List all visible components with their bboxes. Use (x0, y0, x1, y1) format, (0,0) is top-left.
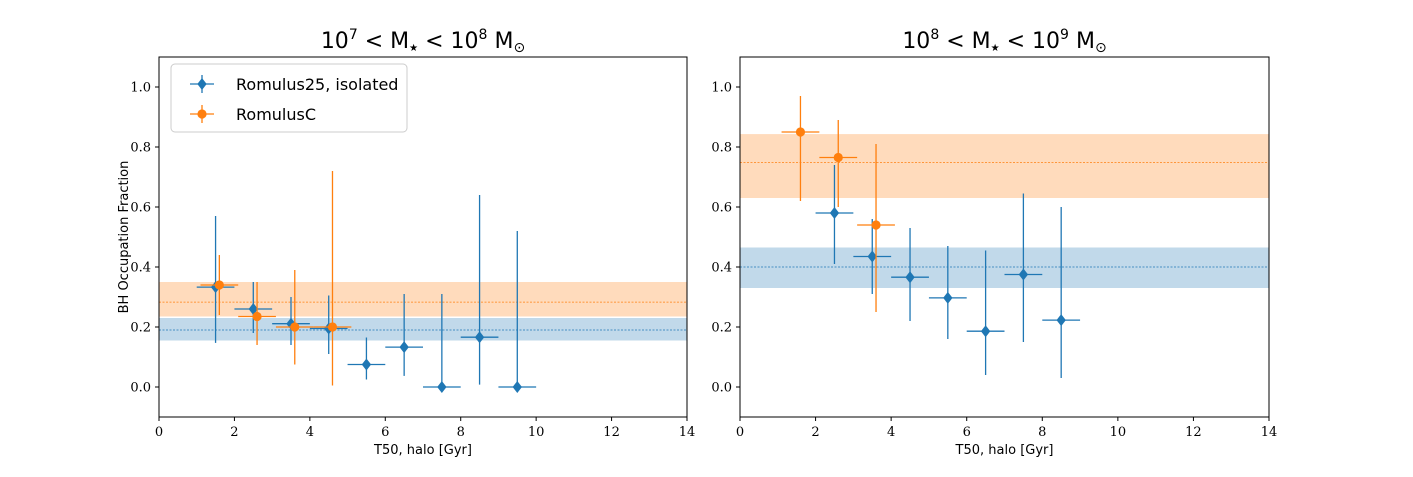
right-panel: 0 2 4 6 8 10 12 14 0.0 0.2 0.4 0.6 0.8 1.0 108 < M★ <… (711, 27, 1277, 458)
clustered-confidence-band (159, 282, 687, 317)
x-tick-label: 12 (1185, 425, 1202, 440)
x-tick-label: 6 (381, 425, 389, 440)
isolated-marker (437, 381, 447, 393)
x-tick-label: 14 (679, 425, 696, 440)
right-plot-frame (739, 56, 1270, 418)
isolated-marker (829, 207, 840, 219)
legend-isolated-marker-icon (190, 75, 214, 93)
legend: Romulus25, isolated RomulusC (170, 63, 408, 133)
isolated-confidence-band (740, 247, 1269, 288)
legend-box (170, 63, 408, 133)
x-tick-label: 14 (1261, 425, 1278, 440)
x-tick-label: 10 (528, 425, 545, 440)
clustered-marker (252, 311, 262, 322)
y-tick-label: 0.0 (711, 381, 732, 396)
isolated-marker (361, 358, 372, 371)
left-axis-ticks: 0 2 4 6 8 10 12 14 0.0 0.2 0.4 0.6 0.8 1.0 (130, 81, 695, 441)
isolated-marker (943, 291, 953, 304)
isolated-point (498, 231, 537, 393)
isolated-confidence-band (159, 318, 687, 341)
isolated-point (1042, 207, 1081, 378)
x-tick-label: 10 (1110, 425, 1127, 440)
clustered-point (857, 144, 895, 312)
isolated-marker (399, 341, 409, 354)
y-tick-label: 0.8 (130, 141, 151, 156)
y-tick-label: 0.2 (130, 321, 151, 336)
isolated-marker (867, 250, 877, 263)
isolated-marker (1018, 268, 1029, 281)
isolated-marker (980, 325, 991, 338)
x-tick-label: 6 (963, 425, 971, 440)
y-tick-label: 0.6 (711, 201, 732, 216)
legend-circle-marker (197, 109, 207, 119)
isolated-point (966, 250, 1005, 375)
right-chart-title: 108 < M★ < 109 M⊙ (902, 27, 1106, 56)
x-tick-label: 4 (887, 425, 895, 440)
isolated-marker (248, 303, 258, 315)
clustered-point (819, 120, 858, 207)
isolated-marker (1056, 314, 1066, 327)
y-tick-label: 0.2 (711, 321, 732, 336)
x-tick-label: 0 (736, 425, 744, 440)
isolated-point (423, 294, 461, 393)
isolated-point (853, 219, 892, 294)
right-axis-ticks: 0 2 4 6 8 10 12 14 0.0 0.2 0.4 0.6 0.8 1.0 (711, 81, 1277, 441)
left-plot-frame (158, 56, 688, 418)
clustered-point (275, 270, 314, 365)
legend-label-clustered: RomulusC (236, 105, 316, 124)
clustered-point (200, 255, 239, 315)
isolated-marker (512, 381, 522, 393)
y-tick-label: 1.0 (130, 81, 151, 96)
legend-diamond-marker (197, 78, 207, 90)
left-panel: 0 2 4 6 8 10 12 14 0.0 0.2 0.4 0.6 0.8 1.0 107 < M★ <… (117, 27, 695, 458)
y-tick-label: 1.0 (711, 81, 732, 96)
y-tick-label: 0.0 (130, 381, 151, 396)
y-tick-label: 0.6 (130, 201, 151, 216)
isolated-point (815, 165, 854, 264)
clustered-marker (871, 220, 881, 230)
right-series-layer (781, 96, 1081, 378)
left-chart-title: 107 < M★ < 108 M⊙ (321, 27, 525, 56)
y-tick-label: 0.4 (711, 261, 732, 276)
legend-clustered-marker-icon (190, 105, 214, 123)
x-tick-label: 8 (457, 425, 465, 440)
clustered-point (313, 171, 352, 386)
clustered-point (238, 282, 276, 345)
isolated-marker (905, 271, 915, 284)
clustered-marker (214, 280, 224, 290)
x-tick-label: 12 (603, 425, 620, 440)
right-x-axis-label: T50, halo [Gyr] (955, 443, 1054, 458)
isolated-point (928, 246, 967, 339)
isolated-marker (474, 331, 485, 344)
clustered-marker (290, 322, 300, 332)
clustered-marker (327, 322, 338, 332)
right-reference-bands (740, 134, 1269, 288)
clustered-marker (795, 127, 806, 137)
isolated-point (460, 195, 499, 385)
isolated-point (234, 282, 273, 333)
x-tick-label: 0 (155, 425, 163, 440)
isolated-point (385, 294, 423, 376)
x-tick-label: 8 (1038, 425, 1046, 440)
x-tick-label: 4 (306, 425, 314, 440)
x-tick-label: 2 (811, 425, 819, 440)
clustered-confidence-band (740, 134, 1269, 198)
left-series-layer (196, 171, 537, 393)
left-y-axis-label: BH Occupation Fraction (117, 161, 132, 314)
x-tick-label: 2 (230, 425, 238, 440)
clustered-point (781, 96, 820, 201)
isolated-point (347, 337, 386, 380)
clustered-marker (833, 152, 843, 163)
isolated-point (1004, 193, 1043, 342)
left-reference-bands (159, 282, 687, 341)
y-tick-label: 0.4 (130, 261, 151, 276)
y-tick-label: 0.8 (711, 141, 732, 156)
legend-label-isolated: Romulus25, isolated (236, 75, 398, 94)
left-x-axis-label: T50, halo [Gyr] (373, 443, 472, 458)
isolated-point (891, 228, 929, 321)
